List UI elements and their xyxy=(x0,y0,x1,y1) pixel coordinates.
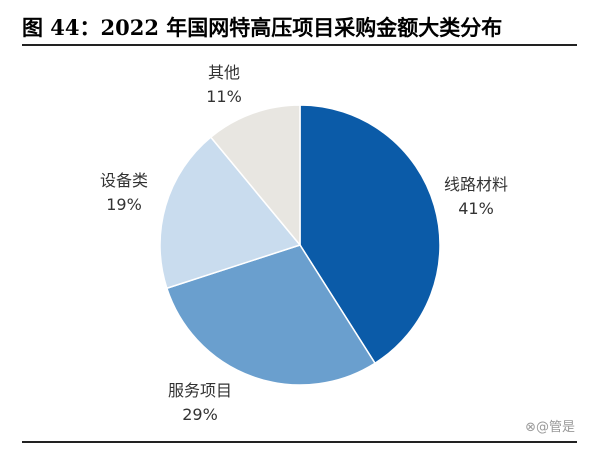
top-divider xyxy=(22,44,577,46)
pie-slice-1 xyxy=(299,104,441,365)
slice-label: 其他 xyxy=(208,63,240,82)
slice-label: 线路材料 xyxy=(444,175,508,194)
watermark: ⊗@管是 xyxy=(525,420,575,435)
pie-labels: 线路材料 41% 服务项目 29% 设备类 19% 其他 11% xyxy=(100,63,508,424)
pie-slice-2 xyxy=(165,244,377,386)
slice-value-label: 41% xyxy=(458,199,494,218)
slice-value-label: 11% xyxy=(206,87,242,106)
pie-slice-3 xyxy=(159,136,302,290)
slice-label: 设备类 xyxy=(100,171,148,190)
pie-slice-4 xyxy=(209,104,301,248)
slice-label: 服务项目 xyxy=(168,381,232,400)
slice-value-label: 19% xyxy=(106,195,142,214)
bottom-divider xyxy=(22,441,577,443)
pie-slices xyxy=(159,104,441,386)
chart-title: 图 44：2022 年国网特高压项目采购金额大类分布 xyxy=(22,15,503,40)
slice-value-label: 29% xyxy=(182,405,218,424)
